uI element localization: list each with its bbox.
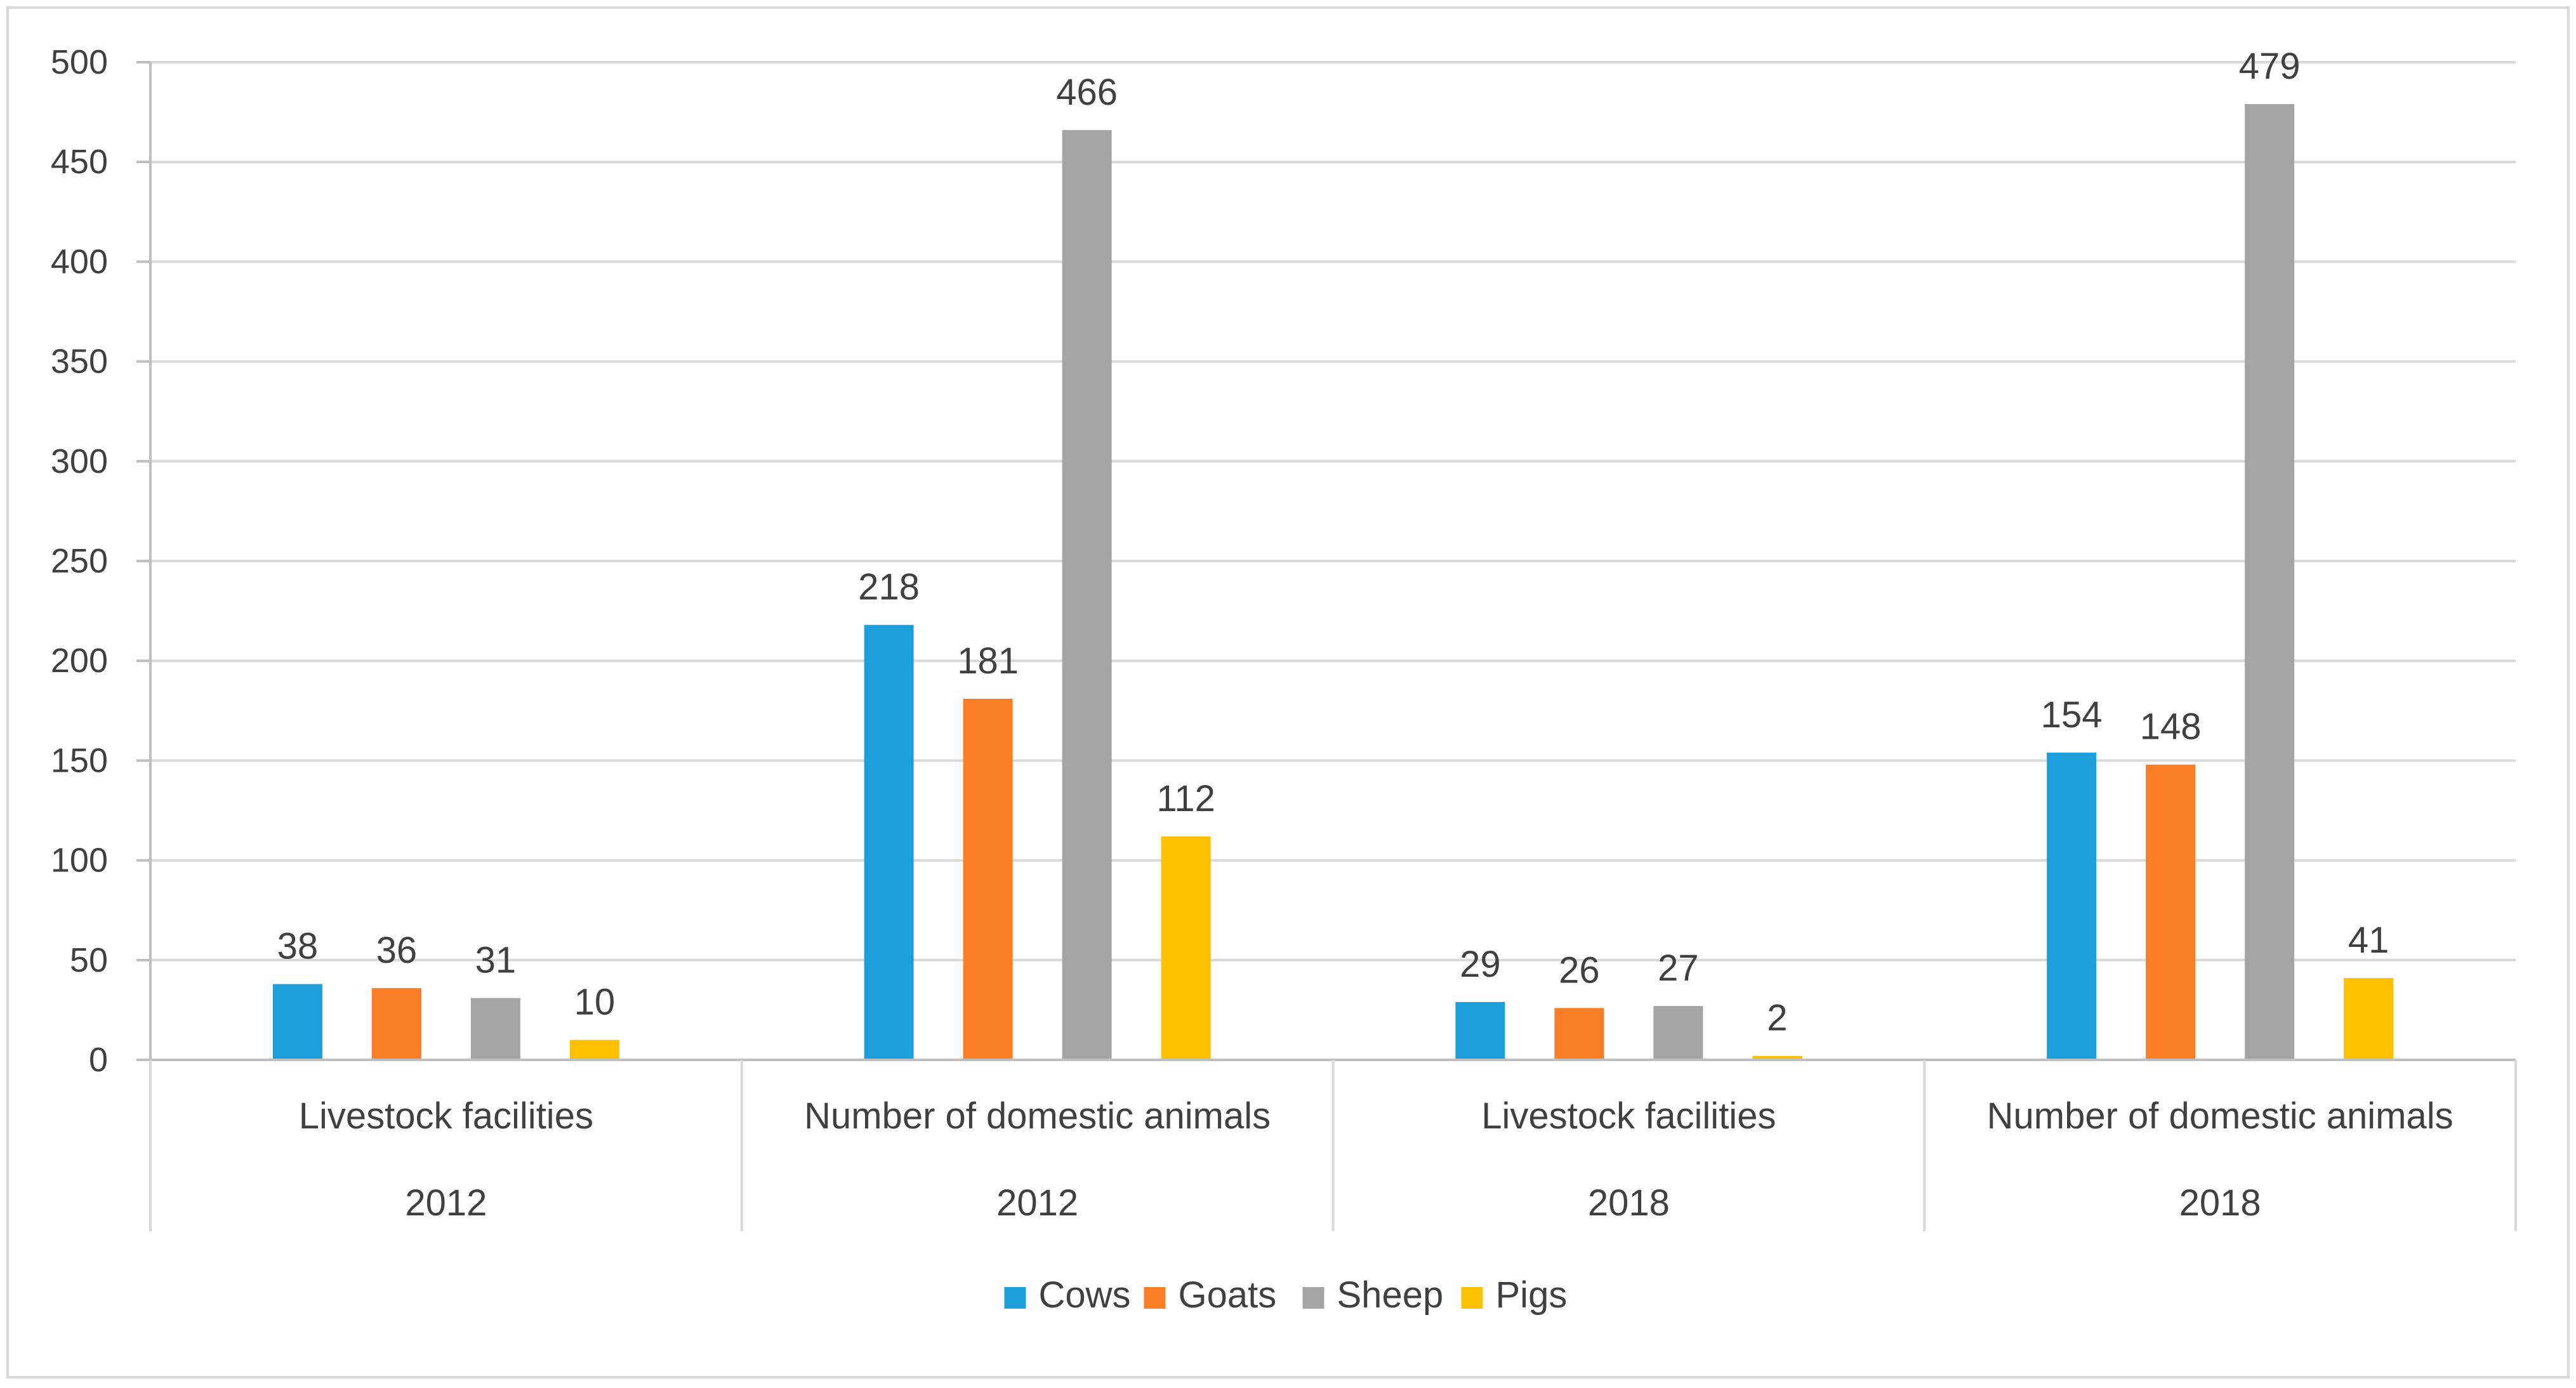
legend-swatch-sheep: [1302, 1287, 1324, 1309]
x-category-label: Number of domestic animals: [804, 1095, 1271, 1137]
data-label: 38: [277, 926, 319, 967]
data-label: 36: [376, 930, 418, 971]
x-year-label: 2018: [1588, 1182, 1670, 1224]
x-year-label: 2012: [996, 1182, 1078, 1224]
x-category-label: Number of domestic animals: [1987, 1095, 2454, 1137]
y-tick-label: 300: [51, 442, 108, 480]
bar-pigs: [569, 1040, 619, 1060]
data-label: 41: [2348, 920, 2389, 961]
data-label: 10: [574, 982, 616, 1023]
legend-swatch-cows: [1004, 1287, 1026, 1309]
legend: Cows Goats Sheep Pigs: [1004, 1274, 1568, 1316]
data-label: 218: [858, 567, 920, 608]
legend-label-sheep: Sheep: [1337, 1274, 1444, 1316]
data-label: 154: [2041, 694, 2103, 736]
legend-label-pigs: Pigs: [1496, 1274, 1568, 1316]
x-year-label: 2012: [405, 1182, 487, 1224]
y-tick-label: 200: [51, 642, 108, 680]
legend-swatch-goats: [1144, 1287, 1166, 1309]
x-category-label: Livestock facilities: [299, 1095, 593, 1137]
bar-cows: [1455, 1001, 1505, 1060]
data-label: 466: [1056, 72, 1118, 113]
y-tick-label: 250: [51, 542, 108, 580]
data-label: 148: [2140, 706, 2202, 748]
y-tick-label: 500: [51, 43, 108, 81]
y-tick-label: 0: [89, 1041, 108, 1079]
legend-label-goats: Goats: [1179, 1274, 1277, 1316]
x-category-label: Livestock facilities: [1481, 1095, 1776, 1137]
bar-pigs: [1752, 1055, 1802, 1060]
bar-cows: [272, 984, 322, 1060]
bar-sheep: [1653, 1006, 1703, 1060]
y-tick-label: 400: [51, 242, 108, 281]
bar-goats: [963, 698, 1013, 1060]
bar-cows: [864, 625, 914, 1060]
bar-sheep: [1062, 129, 1112, 1060]
data-label: 479: [2239, 46, 2301, 87]
bar-pigs: [1161, 836, 1211, 1060]
gridlines: [150, 61, 2516, 962]
legend-label-cows: Cows: [1039, 1274, 1131, 1316]
chart-border: [6, 6, 2570, 1378]
y-tick-label: 350: [51, 343, 108, 381]
bar-goats: [371, 988, 421, 1060]
x-year-label: 2018: [2179, 1182, 2261, 1224]
bar-sheep: [470, 998, 520, 1060]
data-label: 29: [1460, 944, 1501, 985]
bar-goats: [2146, 764, 2196, 1060]
bar-cows: [2047, 752, 2097, 1060]
bar-goats: [1554, 1008, 1604, 1060]
data-label: 27: [1658, 948, 1699, 989]
bar-pigs: [2344, 978, 2394, 1060]
axes: 0 50 100 150 200 250 300 350 400 450 500 Livestock …: [51, 43, 2517, 1231]
bars: [272, 104, 2394, 1060]
data-label: 181: [957, 640, 1019, 682]
data-label: 2: [1767, 998, 1787, 1039]
y-tick-label: 450: [51, 143, 108, 181]
data-labels: 38 36 31 10 218 181 466 112 29 26 27 2 154 148 479 41: [277, 46, 2389, 1039]
data-label: 31: [475, 940, 517, 981]
y-tick-label: 150: [51, 741, 108, 779]
bar-sheep: [2245, 104, 2295, 1060]
data-label: 26: [1559, 949, 1600, 991]
legend-swatch-pigs: [1461, 1287, 1483, 1309]
y-tick-label: 50: [70, 941, 108, 979]
data-label: 112: [1156, 778, 1215, 819]
y-tick-label: 100: [51, 842, 108, 880]
